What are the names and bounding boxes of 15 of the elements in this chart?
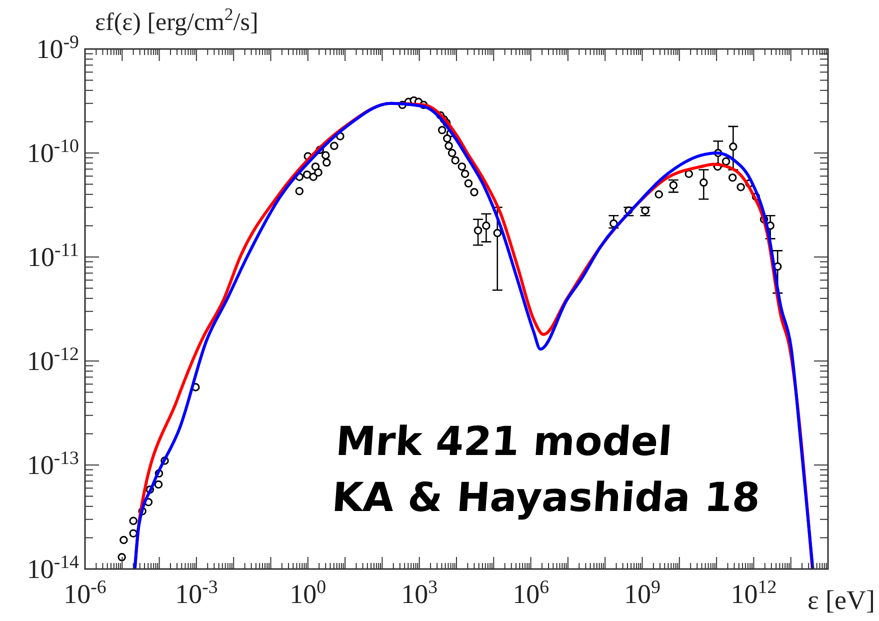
x-tick-label: 10$^{12}$ (730, 576, 777, 609)
x-tick-label: 10$^{0}$ (290, 576, 326, 609)
x-tick-label: 10$^{6}$ (512, 576, 550, 609)
y-tick-label: 10$^{-12}$ (26, 344, 79, 376)
y-tick-label: 10$^{-9}$ (36, 32, 79, 64)
x-tick-label: 10$^{-3}$ (175, 576, 218, 609)
annotation: Mrk 421 model (334, 419, 674, 465)
annotation: KA & Hayashida 18 (330, 475, 762, 521)
y-tick-label: 10$^{-10}$ (26, 136, 79, 168)
x-axis-title: ε [eV] (807, 585, 875, 615)
x-tick-label: 10$^{3}$ (401, 576, 438, 609)
x-tick-label: 10$^{9}$ (624, 576, 660, 609)
y-tick-label: 10$^{-11}$ (28, 240, 79, 272)
y-axis-title: εf(ε) [erg/cm$^{2}$/s] (95, 4, 258, 36)
y-tick-label: 10$^{-13}$ (26, 448, 79, 480)
